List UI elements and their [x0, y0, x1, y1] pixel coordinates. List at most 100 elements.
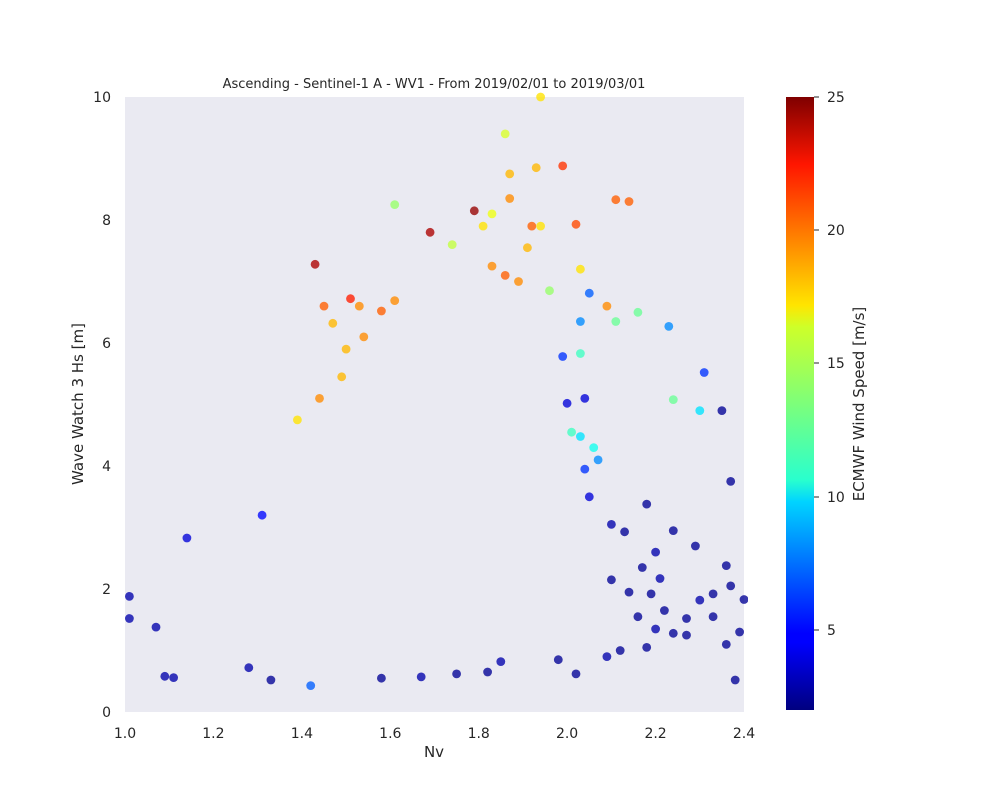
scatter-point: [514, 277, 523, 286]
scatter-point: [531, 163, 541, 173]
scatter-point: [682, 630, 691, 640]
scatter-point: [695, 595, 705, 605]
scatter-point: [721, 561, 731, 570]
x-tick-label: 1.4: [291, 726, 313, 742]
scatter-point: [726, 581, 736, 591]
y-tick-label: 2: [102, 582, 111, 598]
scatter-point: [571, 669, 581, 679]
scatter-point: [257, 510, 267, 520]
scatter-point: [735, 627, 744, 637]
x-axis-label: Nv: [424, 743, 444, 761]
scatter-point: [319, 301, 329, 311]
colorbar-tick-label: 10: [827, 490, 845, 506]
y-tick-label: 0: [102, 705, 111, 721]
scatter-point: [500, 271, 510, 280]
x-tick-label: 2.4: [733, 726, 755, 742]
x-axis: 1.0 1.2 1.4 1.6 1.8 2.0 2.2 2.4 Nv: [114, 726, 755, 761]
x-tick-label: 1.0: [114, 726, 136, 742]
scatter-point: [293, 415, 302, 425]
scatter-point: [642, 643, 652, 652]
x-tick-label: 1.8: [468, 726, 490, 742]
colorbar-tick-label: 5: [827, 623, 836, 639]
scatter-point: [682, 614, 691, 623]
scatter-point: [584, 492, 594, 502]
chart-title: Ascending - Sentinel-1 A - WV1 - From 20…: [223, 77, 646, 92]
scatter-point: [359, 332, 369, 342]
scatter-point: [691, 541, 700, 551]
scatter-point: [527, 221, 537, 231]
scatter-point: [483, 667, 492, 677]
scatter-point: [620, 527, 629, 537]
scatter-point: [655, 574, 665, 583]
x-tick-label: 2.2: [644, 726, 666, 742]
scatter-point: [708, 589, 718, 599]
scatter-point: [708, 612, 718, 622]
scatter-point: [496, 657, 506, 666]
x-tick-label: 1.2: [202, 726, 224, 742]
scatter-point: [545, 286, 554, 296]
scatter-point: [584, 288, 594, 298]
y-axis: 0 2 4 6 8 10 Wave Watch 3 Hs [m]: [69, 90, 111, 721]
colorbar-tick-label: 15: [827, 356, 845, 372]
scatter-point: [668, 526, 678, 535]
scatter-point: [668, 395, 678, 404]
scatter-point: [730, 675, 740, 685]
scatter-point: [558, 352, 568, 361]
scatter-point: [651, 624, 660, 634]
x-tick-label: 2.0: [556, 726, 578, 742]
y-axis-label: Wave Watch 3 Hs [m]: [69, 323, 87, 485]
scatter-point: [337, 372, 347, 382]
scatter-point: [576, 432, 585, 441]
scatter-point: [633, 307, 643, 317]
scatter-point: [266, 675, 276, 685]
colorbar-label: ECMWF Wind Speed [m/s]: [850, 307, 868, 502]
y-tick-label: 6: [102, 336, 111, 352]
scatter-point: [346, 294, 355, 304]
scatter-point: [425, 227, 435, 237]
scatter-point: [416, 672, 426, 682]
scatter-point: [562, 398, 572, 408]
scatter-point: [611, 195, 621, 205]
scatter-point: [624, 197, 634, 206]
colorbar-tick-label: 20: [827, 223, 845, 239]
scatter-point: [580, 394, 590, 403]
scatter-point: [699, 368, 709, 377]
plot-background: [125, 97, 744, 712]
scatter-point: [536, 92, 545, 102]
scatter-point: [637, 563, 647, 572]
scatter-point: [660, 606, 669, 615]
scatter-point: [567, 427, 576, 437]
scatter-point: [589, 443, 599, 452]
scatter-point: [607, 520, 616, 529]
y-tick-label: 8: [102, 213, 111, 229]
scatter-point: [576, 264, 585, 274]
scatter-point: [721, 640, 731, 649]
scatter-point: [571, 219, 581, 229]
scatter-point: [390, 296, 400, 305]
scatter-point: [478, 221, 488, 231]
scatter-point: [576, 349, 585, 358]
scatter-point: [607, 575, 616, 585]
scatter-point: [593, 455, 603, 465]
scatter-point: [306, 681, 316, 690]
scatter-point: [558, 161, 568, 171]
scatter-point: [615, 646, 625, 655]
scatter-point: [536, 221, 545, 231]
scatter-points: [124, 92, 748, 690]
scatter-point: [651, 547, 660, 557]
scatter-point: [505, 194, 515, 203]
scatter-point: [447, 240, 457, 250]
scatter-point: [646, 589, 656, 599]
scatter-point: [244, 663, 254, 673]
scatter-point: [390, 200, 400, 210]
scatter-point: [169, 673, 179, 682]
scatter-point: [182, 533, 192, 543]
scatter-point: [500, 129, 510, 139]
scatter-point: [487, 209, 497, 219]
scatter-point: [452, 669, 461, 679]
scatter-point: [726, 477, 736, 486]
scatter-point: [624, 587, 634, 597]
scatter-point: [576, 317, 585, 326]
scatter-point: [354, 301, 364, 311]
scatter-point: [341, 344, 351, 354]
